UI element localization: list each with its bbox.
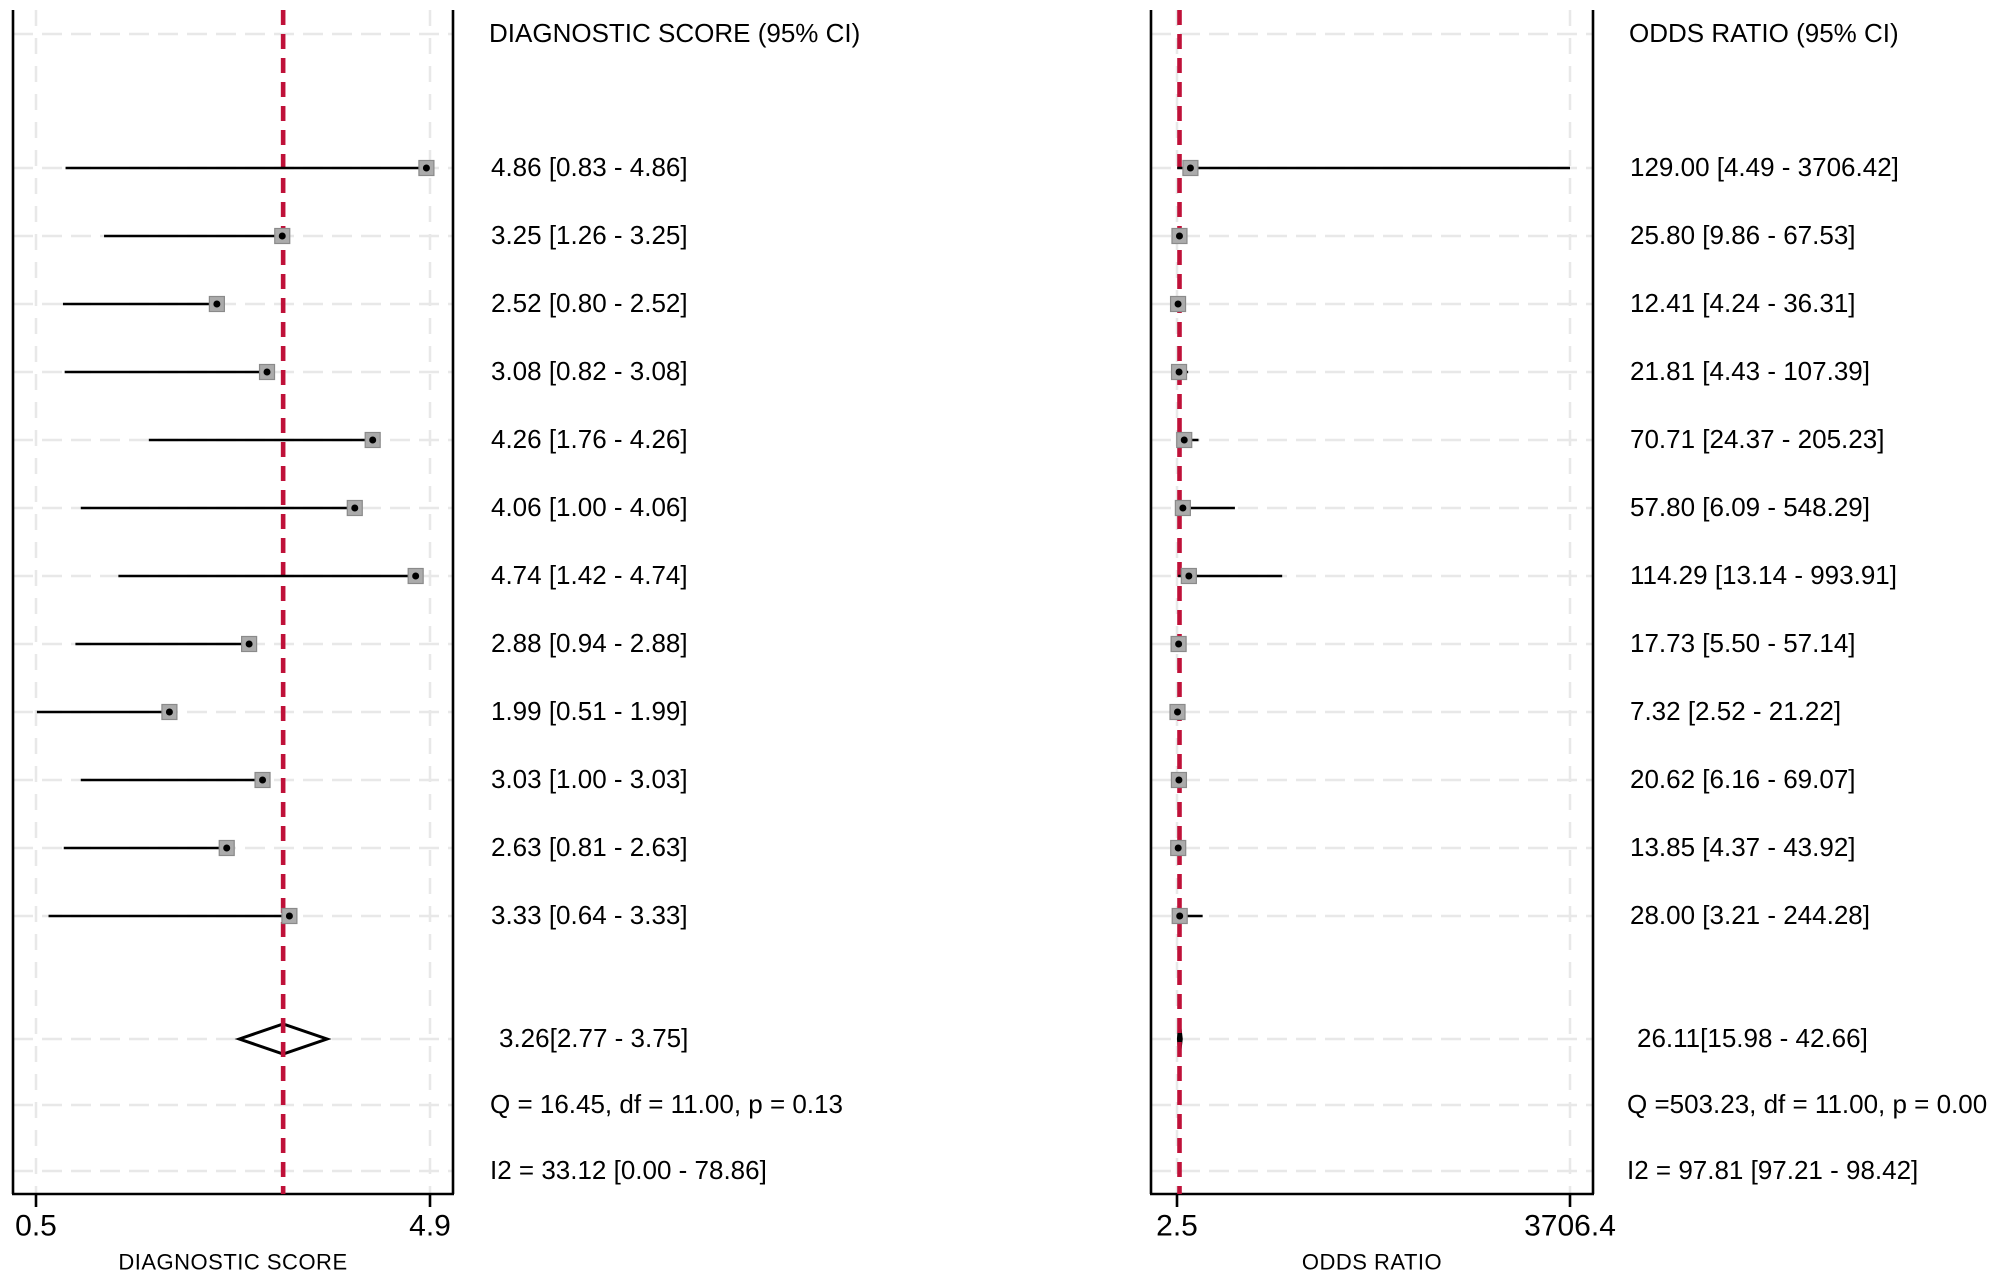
effect-marker-dot [285, 912, 293, 920]
study-ci-label: 4.26 [1.76 - 4.26] [491, 423, 688, 454]
effect-marker-dot [1175, 640, 1183, 648]
study-ci-label: 129.00 [4.49 - 3706.42] [1630, 151, 1899, 182]
left-panel-header: DIAGNOSTIC SCORE (95% CI) [489, 17, 861, 48]
effect-marker-dot [1174, 300, 1182, 308]
effect-marker-dot [1179, 504, 1187, 512]
study-ci-label: 70.71 [24.37 - 205.23] [1630, 423, 1885, 454]
pooled-diamond [234, 1022, 332, 1056]
left-x-axis-title: DIAGNOSTIC SCORE [118, 1249, 348, 1275]
left-x-tick-max: 4.9 [409, 1209, 451, 1243]
study-ci-label: 13.85 [4.37 - 43.92] [1630, 831, 1856, 862]
effect-marker-dot [1186, 164, 1194, 172]
study-ci-label: 20.62 [6.16 - 69.07] [1630, 763, 1856, 794]
effect-marker-dot [351, 504, 359, 512]
effect-marker-dot [1175, 776, 1183, 784]
study-ci-label: 3.08 [0.82 - 3.08] [491, 355, 688, 386]
study-ci-label: 3.25 [1.26 - 3.25] [491, 219, 688, 250]
study-ci-label: 2.88 [0.94 - 2.88] [491, 627, 688, 658]
left-pooled-label: 3.26[2.77 - 3.75] [499, 1022, 689, 1053]
effect-marker-dot [278, 232, 286, 240]
effect-marker-dot [1180, 436, 1188, 444]
effect-marker-dot [165, 708, 173, 716]
effect-marker-dot [1175, 232, 1183, 240]
study-ci-label: 4.86 [0.83 - 4.86] [491, 151, 688, 182]
study-ci-label: 4.74 [1.42 - 4.74] [491, 559, 688, 590]
study-ci-label: 3.33 [0.64 - 3.33] [491, 899, 688, 930]
study-ci-label: 25.80 [9.86 - 67.53] [1630, 219, 1856, 250]
left-x-tick-min: 0.5 [15, 1209, 57, 1243]
effect-marker-dot [1185, 572, 1193, 580]
study-ci-label: 21.81 [4.43 - 107.39] [1630, 355, 1870, 386]
left-i2-text: I2 = 33.12 [0.00 - 78.86] [490, 1154, 767, 1185]
study-ci-label: 28.00 [3.21 - 244.28] [1630, 899, 1870, 930]
effect-marker-dot [1174, 708, 1182, 716]
right-x-tick-min: 2.5 [1156, 1209, 1198, 1243]
right-pooled-label: 26.11[15.98 - 42.66] [1637, 1022, 1868, 1053]
study-ci-label: 57.80 [6.09 - 548.29] [1630, 491, 1870, 522]
study-ci-label: 3.03 [1.00 - 3.03] [491, 763, 688, 794]
right-heterogeneity-text: Q =503.23, df = 11.00, p = 0.00 [1627, 1088, 1988, 1119]
effect-marker-dot [412, 572, 420, 580]
effect-marker-dot [1174, 844, 1182, 852]
right-x-axis-title: ODDS RATIO [1301, 1249, 1443, 1275]
effect-marker-dot [213, 300, 221, 308]
study-ci-label: 2.63 [0.81 - 2.63] [491, 831, 688, 862]
right-i2-text: I2 = 97.81 [97.21 - 98.42] [1627, 1154, 1919, 1185]
effect-marker-dot [263, 368, 271, 376]
effect-marker-dot [1175, 368, 1183, 376]
study-ci-label: 114.29 [13.14 - 993.91] [1630, 559, 1897, 590]
study-ci-label: 17.73 [5.50 - 57.14] [1630, 627, 1856, 658]
effect-marker-dot [245, 640, 253, 648]
effect-marker-dot [223, 844, 231, 852]
effect-marker-dot [422, 164, 430, 172]
effect-marker-dot [1176, 912, 1184, 920]
study-ci-label: 1.99 [0.51 - 1.99] [491, 695, 688, 726]
left-heterogeneity-text: Q = 16.45, df = 11.00, p = 0.13 [490, 1088, 843, 1119]
study-ci-label: 7.32 [2.52 - 21.22] [1630, 695, 1842, 726]
effect-marker-dot [369, 436, 377, 444]
study-ci-label: 2.52 [0.80 - 2.52] [491, 287, 688, 318]
study-ci-label: 4.06 [1.00 - 4.06] [491, 491, 688, 522]
study-ci-label: 12.41 [4.24 - 36.31] [1630, 287, 1856, 318]
right-x-tick-max: 3706.4 [1524, 1209, 1616, 1243]
right-panel-header: ODDS RATIO (95% CI) [1629, 17, 1899, 48]
effect-marker-dot [259, 776, 267, 784]
